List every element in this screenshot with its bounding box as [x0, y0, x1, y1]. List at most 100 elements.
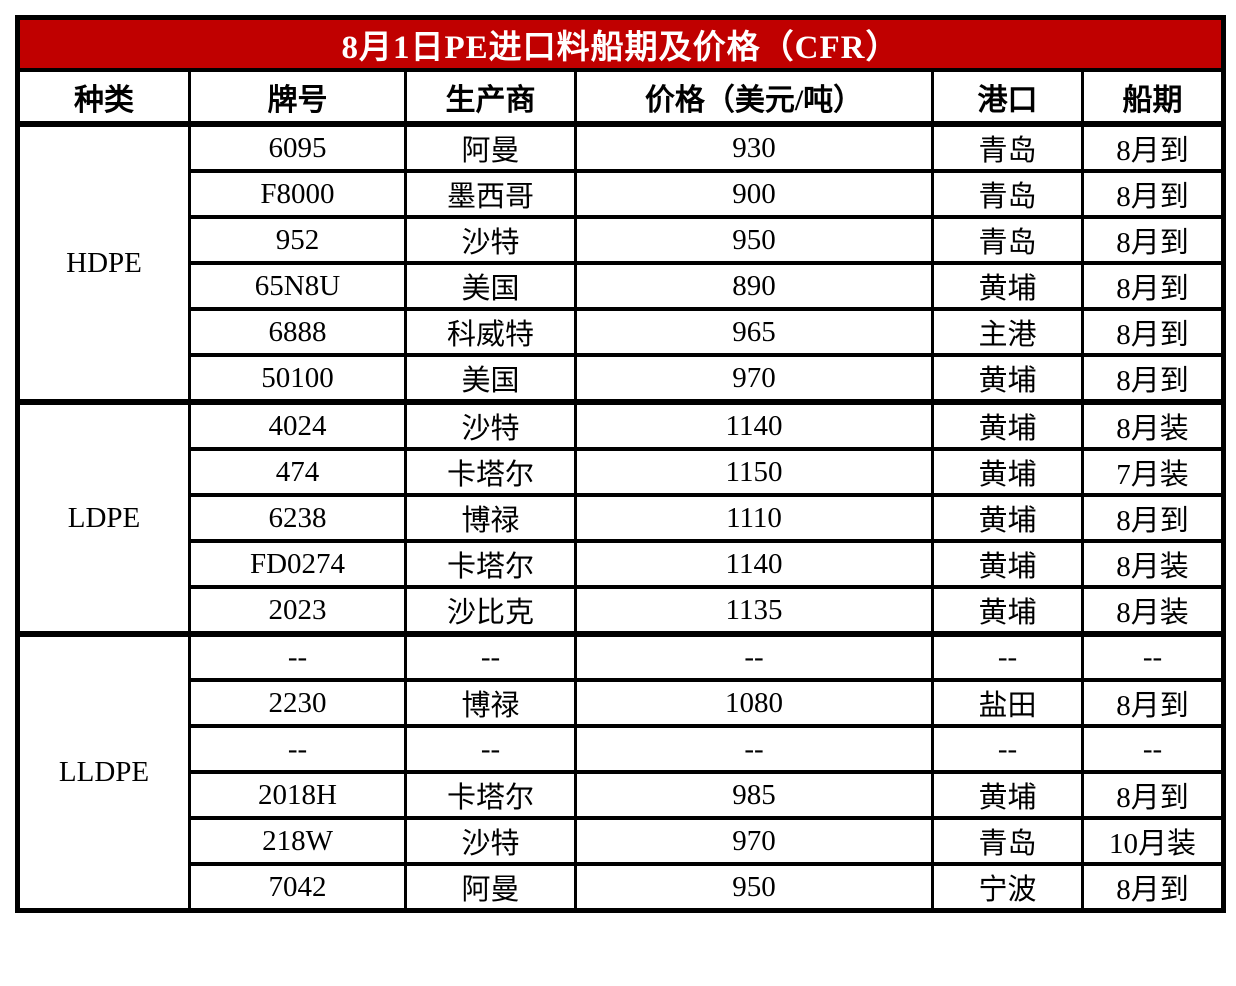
producer-cell: 美国	[404, 261, 577, 311]
table-row: 50100 美国 970 黄埔 8月到	[18, 353, 1226, 404]
table-header-row: 种类 牌号 生产商 价格（美元/吨） 港口 船期	[16, 68, 1226, 126]
shipment-cell: 8月到	[1080, 307, 1226, 357]
shipment-cell: --	[1080, 631, 1226, 682]
price-cell: 950	[574, 215, 934, 265]
price-cell: 965	[574, 307, 934, 357]
column-header-category: 种类	[16, 68, 191, 126]
column-header-price: 价格（美元/吨）	[574, 68, 934, 126]
producer-cell: 阿曼	[404, 121, 577, 173]
port-cell: 青岛	[931, 215, 1084, 265]
producer-cell: --	[404, 631, 577, 682]
port-cell: 黄埔	[931, 493, 1084, 543]
price-cell: 1140	[574, 539, 934, 589]
table-row: FD0274 卡塔尔 1140 黄埔 8月装	[18, 539, 1226, 589]
grade-cell: 6095	[188, 121, 407, 173]
table-row: -- -- -- -- --	[18, 724, 1226, 774]
producer-cell: --	[404, 724, 577, 774]
table-title: 8月1日PE进口料船期及价格（CFR）	[15, 15, 1226, 72]
price-cell: 1150	[574, 447, 934, 497]
column-header-shipment: 船期	[1080, 68, 1226, 126]
price-cell: 985	[574, 770, 934, 820]
shipment-cell: 8月到	[1080, 261, 1226, 311]
grade-cell: --	[188, 724, 407, 774]
price-cell: 1140	[574, 399, 934, 451]
shipment-cell: 8月到	[1080, 169, 1226, 219]
pe-price-table: 8月1日PE进口料船期及价格（CFR） 种类 牌号 生产商 价格（美元/吨） 港口 船期 …	[15, 15, 1227, 913]
shipment-cell: 8月装	[1080, 585, 1226, 636]
grade-cell: 474	[188, 447, 407, 497]
price-cell: 970	[574, 816, 934, 866]
port-cell: 主港	[931, 307, 1084, 357]
producer-cell: 墨西哥	[404, 169, 577, 219]
shipment-cell: 8月到	[1080, 678, 1226, 728]
grade-cell: 2230	[188, 678, 407, 728]
shipment-cell: --	[1080, 724, 1226, 774]
price-cell: 1110	[574, 493, 934, 543]
table-row: 474 卡塔尔 1150 黄埔 7月装	[18, 447, 1226, 497]
producer-cell: 博禄	[404, 678, 577, 728]
table-row: LDPE 4024 沙特 1140 黄埔 8月装	[16, 399, 1226, 636]
table-row: 6238 博禄 1110 黄埔 8月到	[18, 493, 1226, 543]
grade-cell: 50100	[188, 353, 407, 404]
port-cell: 黄埔	[931, 447, 1084, 497]
port-cell: 黄埔	[931, 399, 1084, 451]
grade-cell: 65N8U	[188, 261, 407, 311]
shipment-cell: 8月装	[1080, 399, 1226, 451]
grade-cell: 4024	[188, 399, 407, 451]
producer-cell: 美国	[404, 353, 577, 404]
price-cell: 900	[574, 169, 934, 219]
price-cell: 950	[574, 862, 934, 913]
grade-cell: --	[188, 631, 407, 682]
table-row: 2023 沙比克 1135 黄埔 8月装	[18, 585, 1226, 636]
shipment-cell: 8月到	[1080, 770, 1226, 820]
producer-cell: 沙特	[404, 215, 577, 265]
grade-cell: 2018H	[188, 770, 407, 820]
grade-cell: F8000	[188, 169, 407, 219]
table-row: 218W 沙特 970 青岛 10月装	[18, 816, 1226, 866]
title-row: 8月1日PE进口料船期及价格（CFR）	[15, 15, 1226, 72]
price-cell: --	[574, 631, 934, 682]
shipment-cell: 8月到	[1080, 493, 1226, 543]
grade-cell: 6238	[188, 493, 407, 543]
table-row: 6888 科威特 965 主港 8月到	[18, 307, 1226, 357]
shipment-cell: 8月到	[1080, 215, 1226, 265]
port-cell: 青岛	[931, 816, 1084, 866]
port-cell: 黄埔	[931, 585, 1084, 636]
column-header-grade: 牌号	[188, 68, 407, 126]
producer-cell: 卡塔尔	[404, 770, 577, 820]
shipment-cell: 8月到	[1080, 353, 1226, 404]
table-row: 2018H 卡塔尔 985 黄埔 8月到	[18, 770, 1226, 820]
port-cell: 青岛	[931, 121, 1084, 173]
producer-cell: 卡塔尔	[404, 447, 577, 497]
shipment-cell: 10月装	[1080, 816, 1226, 866]
price-cell: 1135	[574, 585, 934, 636]
table-body: HDPE 6095 阿曼 930 青岛 8月到 F8000 墨西哥 900 青岛 8月到 952 沙特 9…	[16, 121, 1226, 913]
port-cell: --	[931, 631, 1084, 682]
table-row: 7042 阿曼 950 宁波 8月到	[18, 862, 1226, 913]
port-cell: 盐田	[931, 678, 1084, 728]
grade-cell: 6888	[188, 307, 407, 357]
category-cell: LDPE	[16, 399, 191, 636]
column-header-producer: 生产商	[404, 68, 577, 126]
producer-cell: 沙比克	[404, 585, 577, 636]
table-row: 65N8U 美国 890 黄埔 8月到	[18, 261, 1226, 311]
shipment-cell: 7月装	[1080, 447, 1226, 497]
producer-cell: 沙特	[404, 816, 577, 866]
price-cell: 930	[574, 121, 934, 173]
port-cell: 青岛	[931, 169, 1084, 219]
table-row: 2230 博禄 1080 盐田 8月到	[18, 678, 1226, 728]
grade-cell: 2023	[188, 585, 407, 636]
price-cell: 890	[574, 261, 934, 311]
price-cell: 970	[574, 353, 934, 404]
port-cell: 宁波	[931, 862, 1084, 913]
port-cell: 黄埔	[931, 353, 1084, 404]
grade-cell: 952	[188, 215, 407, 265]
table-row: 952 沙特 950 青岛 8月到	[18, 215, 1226, 265]
port-cell: --	[931, 724, 1084, 774]
category-cell: LLDPE	[16, 631, 191, 913]
shipment-cell: 8月到	[1080, 121, 1226, 173]
producer-cell: 科威特	[404, 307, 577, 357]
port-cell: 黄埔	[931, 770, 1084, 820]
column-header-port: 港口	[931, 68, 1084, 126]
